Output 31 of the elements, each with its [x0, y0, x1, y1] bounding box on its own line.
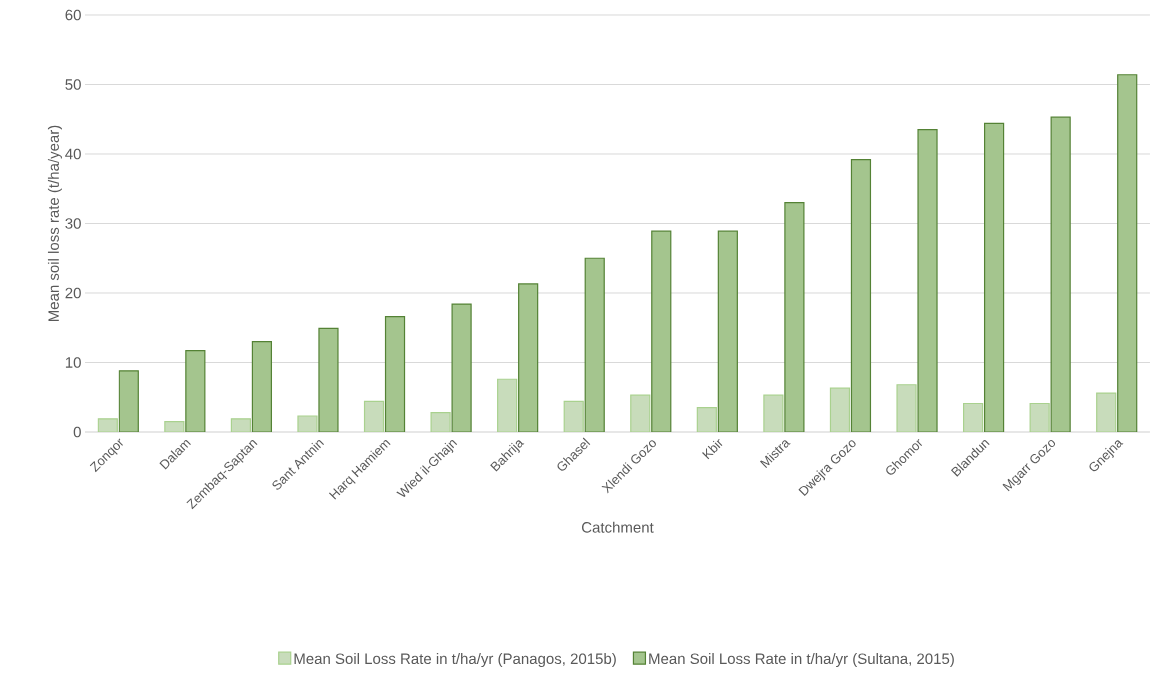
bar: [584, 257, 605, 432]
bar: [384, 316, 406, 432]
bar: [1096, 392, 1117, 432]
bar: [497, 378, 518, 432]
bar: [185, 350, 206, 432]
y-tick-label: 20: [65, 287, 81, 299]
bar: [983, 122, 1005, 432]
x-tick-label: Kbir: [702, 438, 723, 460]
y-tick-label: 30: [65, 218, 81, 229]
bar: [850, 158, 872, 432]
legend-label: Mean Soil Loss Rate in t/ha/yr (Sultana, 2015): [649, 653, 954, 667]
x-axis-title: Catchment: [582, 521, 654, 533]
y-tick-label: 60: [65, 9, 81, 21]
y-tick-label: 40: [65, 148, 81, 160]
bar: [630, 394, 651, 432]
bar: [563, 400, 584, 432]
bar: [962, 402, 984, 432]
bar: [251, 341, 273, 432]
bar: [829, 387, 851, 432]
bar: [651, 230, 672, 432]
bar: [518, 283, 539, 432]
bar: [363, 400, 385, 432]
bar: [118, 370, 139, 432]
bar: [1117, 74, 1138, 432]
legend-label: Mean Soil Loss Rate in t/ha/yr (Panagos, 2015b): [294, 653, 616, 667]
bar: [696, 407, 717, 432]
y-tick-label: 10: [65, 357, 81, 368]
bar: [717, 230, 738, 432]
y-tick-label: 50: [65, 79, 81, 90]
y-tick-label: 0: [73, 426, 81, 438]
y-axis-title: Mean soil loss rate (t/ha/year): [47, 125, 62, 322]
